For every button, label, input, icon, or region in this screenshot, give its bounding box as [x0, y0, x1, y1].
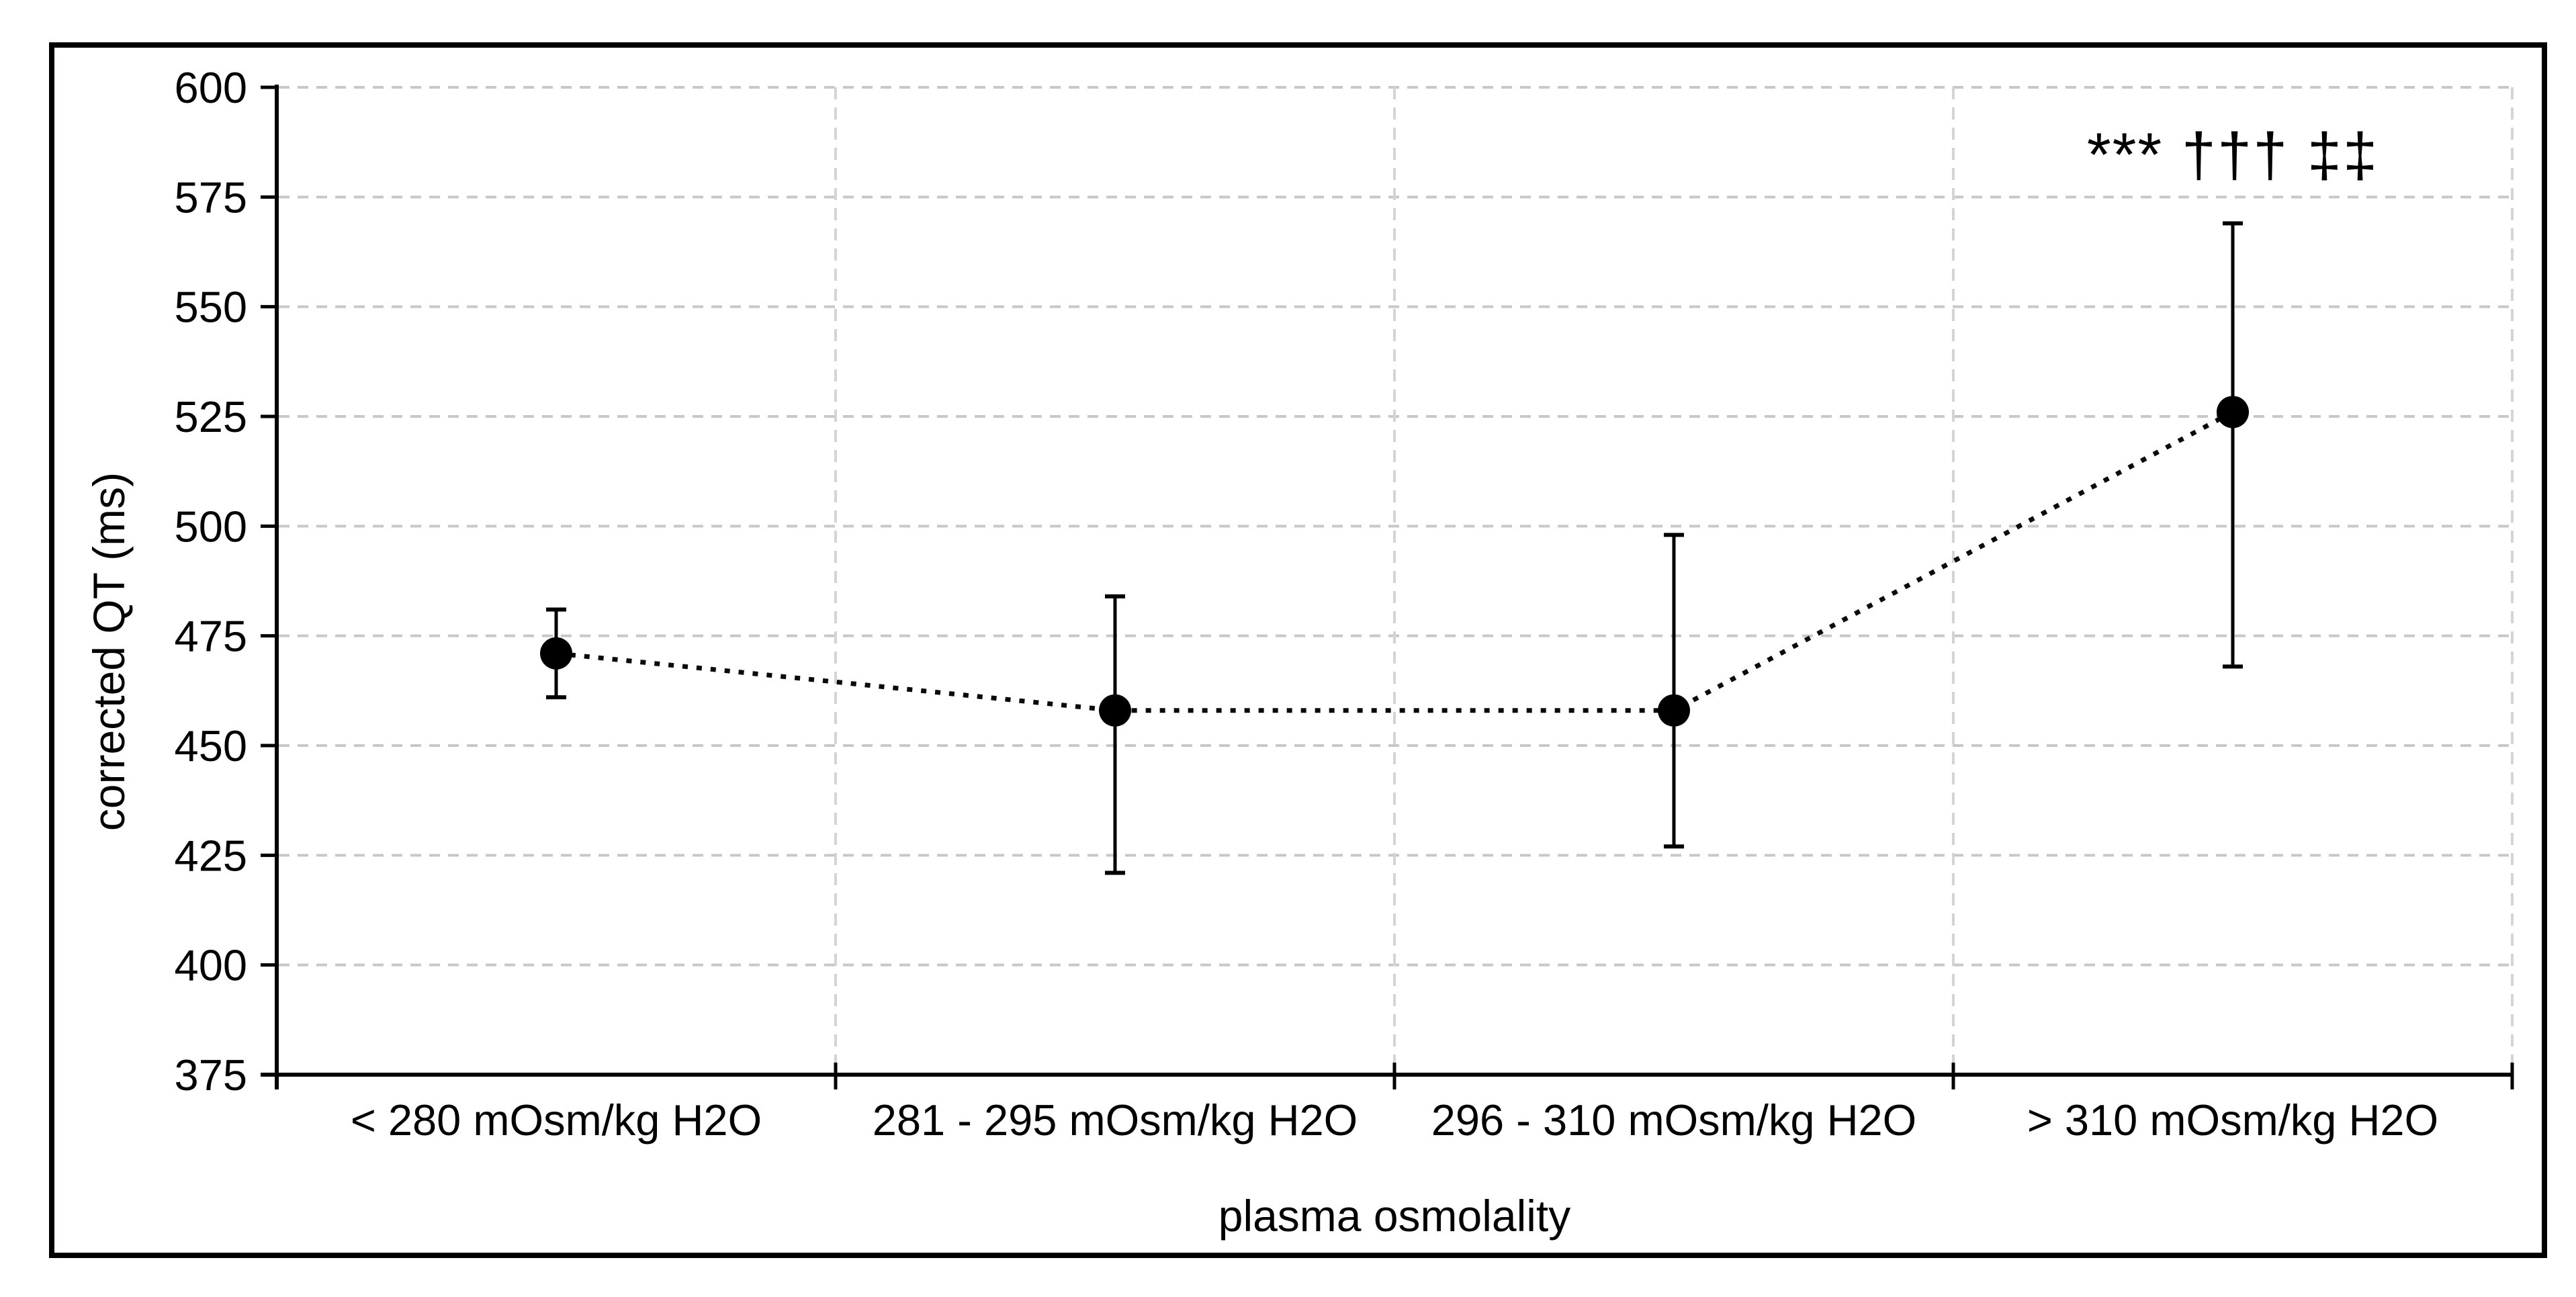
y-tick-label-500: 500 — [175, 502, 247, 551]
data-series — [540, 221, 2249, 875]
data-point-1 — [1099, 694, 1131, 727]
y-tick-label-575: 575 — [175, 173, 247, 222]
figure-border — [49, 42, 2547, 1258]
category-label-0: < 280 mOsm/kg H2O — [351, 1095, 762, 1145]
y-ticks: 375 400 425 450 475 500 525 550 575 600 — [175, 63, 277, 1100]
category-label-1: 281 - 295 mOsm/kg H2O — [873, 1095, 1358, 1145]
y-tick-label-425: 425 — [175, 831, 247, 880]
y-tick-label-600: 600 — [175, 63, 247, 112]
axes — [261, 85, 2512, 1089]
y-axis-title: corrected QT (ms) — [84, 472, 134, 831]
data-point-0 — [540, 637, 572, 670]
x-axis-title: plasma osmolality — [1218, 1191, 1571, 1241]
error-bars — [546, 221, 2243, 875]
y-tick-label-375: 375 — [175, 1050, 247, 1100]
y-tick-label-450: 450 — [175, 721, 247, 770]
y-tick-label-550: 550 — [175, 283, 247, 332]
y-tick-label-475: 475 — [175, 612, 247, 661]
data-point-3 — [2217, 396, 2249, 429]
category-separators — [834, 87, 2514, 1075]
x-ticks-and-category-labels: < 280 mOsm/kg H2O 281 - 295 mOsm/kg H2O 29… — [275, 1063, 2514, 1145]
chart-generated-layer: 375 400 425 450 475 500 525 550 575 600 < 280 mOsm… — [175, 63, 2514, 1145]
category-label-3: > 310 mOsm/kg H2O — [2027, 1095, 2438, 1145]
y-tick-label-400: 400 — [175, 941, 247, 990]
category-label-2: 296 - 310 mOsm/kg H2O — [1431, 1095, 1917, 1145]
significance-annotation: *** ††† ‡‡ — [2087, 121, 2379, 189]
data-point-2 — [1658, 694, 1690, 727]
y-tick-label-525: 525 — [175, 392, 247, 441]
